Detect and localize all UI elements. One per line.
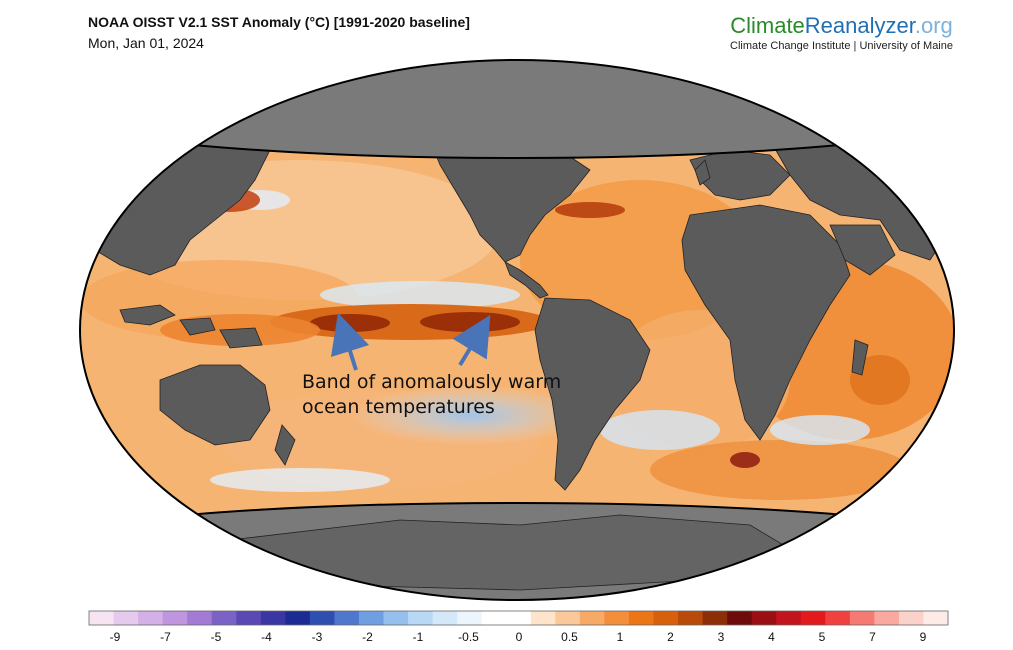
brand-part-2: Reanalyzer xyxy=(804,13,915,38)
colorbar-tick-label: 7 xyxy=(869,630,876,644)
annotation-line-1: Band of anomalously warm xyxy=(302,371,562,393)
colorbar-tick-label: -2 xyxy=(362,630,373,644)
colorbar-segment xyxy=(285,611,311,625)
colorbar-tick-label: -7 xyxy=(160,630,171,644)
colorbar-tick-label: -1 xyxy=(412,630,424,644)
colorbar-segment xyxy=(211,611,237,625)
colorbar-segment xyxy=(457,611,483,625)
colorbar-tick-label: -4 xyxy=(261,630,272,644)
colorbar-segment xyxy=(530,611,556,625)
colorbar-tick-label: 3 xyxy=(717,630,725,644)
colorbar-tick-label: 0.5 xyxy=(561,630,578,644)
colorbar-segment xyxy=(383,611,409,625)
colorbar-segment xyxy=(187,611,213,625)
colorbar-tick-label: 4 xyxy=(768,630,775,644)
cool-anomaly-south-pacific xyxy=(350,385,590,445)
brand-subtitle: Climate Change Institute | University of… xyxy=(730,40,953,52)
annotation-arrow-left xyxy=(330,312,370,371)
colorbar-segment xyxy=(579,611,605,625)
colorbar-border xyxy=(88,610,949,626)
colorbar-segment xyxy=(800,611,826,625)
colorbar-segment xyxy=(898,611,924,625)
brand-part-1: Climate xyxy=(730,13,805,38)
colorbar-segment xyxy=(923,611,949,625)
south-america xyxy=(534,297,651,491)
colorbar-segment xyxy=(555,611,581,625)
colorbar-segment xyxy=(334,611,360,625)
colorbar-segment xyxy=(506,611,532,625)
colorbar-segment xyxy=(604,611,630,625)
colorbar-segment xyxy=(874,611,900,625)
colorbar-segment xyxy=(776,611,802,625)
colorbar-tick-label: 2 xyxy=(667,630,674,644)
brand-part-3: .org xyxy=(914,13,953,38)
colorbar-tick-label: 0 xyxy=(515,630,523,644)
colorbar-segment xyxy=(309,611,335,625)
colorbar-segment xyxy=(628,611,654,625)
colorbar-segment xyxy=(113,611,139,625)
colorbar-tick-label: -5 xyxy=(210,630,222,644)
brand-logo[interactable]: ClimateReanalyzer.org Climate Change Ins… xyxy=(730,13,953,53)
map-title: NOAA OISST V2.1 SST Anomaly (°C) [1991-2… xyxy=(88,14,470,30)
colorbar-tick-label: -9 xyxy=(109,630,121,644)
colorbar-segment xyxy=(358,611,385,625)
colorbar-segment xyxy=(653,611,679,625)
colorbar-tick-label: 9 xyxy=(919,630,927,644)
colorbar-segment xyxy=(849,611,875,625)
colorbar-segment xyxy=(162,611,188,625)
colorbar-segment xyxy=(727,611,753,625)
annotation-arrow-right xyxy=(452,314,491,367)
globe-outline xyxy=(79,59,955,601)
colorbar-tick-label: -3 xyxy=(311,630,323,644)
colorbar-segment xyxy=(751,611,777,625)
annotation-line-2: ocean temperatures xyxy=(302,396,495,418)
colorbar-segment xyxy=(408,611,434,625)
colorbar-segment xyxy=(702,611,728,625)
australia xyxy=(159,364,271,446)
map-date: Mon, Jan 01, 2024 xyxy=(88,35,204,51)
colorbar-tick-label: -0.5 xyxy=(458,630,479,644)
annotation-text: Band of anomalously warm ocean temperatu… xyxy=(302,370,561,420)
colorbar-segment xyxy=(236,611,262,625)
colorbar-tick-label: 1 xyxy=(616,630,624,644)
africa xyxy=(681,204,851,441)
colorbar-segment xyxy=(89,611,115,625)
colorbar-tick-label: 5 xyxy=(818,630,826,644)
colorbar-segment xyxy=(138,611,164,625)
colorbar-segment xyxy=(260,611,286,625)
colorbar-segment xyxy=(481,611,507,625)
colorbar-segment xyxy=(678,611,704,625)
colorbar-segment xyxy=(432,611,458,625)
colorbar-segment xyxy=(825,611,851,625)
